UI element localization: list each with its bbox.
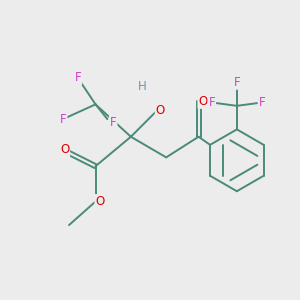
- Text: F: F: [233, 76, 240, 89]
- Text: O: O: [95, 195, 105, 208]
- Text: O: O: [60, 143, 69, 157]
- Text: O: O: [198, 95, 208, 108]
- Text: F: F: [60, 112, 67, 126]
- Text: F: F: [110, 116, 116, 128]
- Text: F: F: [74, 71, 81, 84]
- Text: H: H: [138, 80, 147, 93]
- Text: F: F: [259, 96, 265, 110]
- Text: O: O: [156, 104, 165, 117]
- Text: F: F: [208, 96, 215, 110]
